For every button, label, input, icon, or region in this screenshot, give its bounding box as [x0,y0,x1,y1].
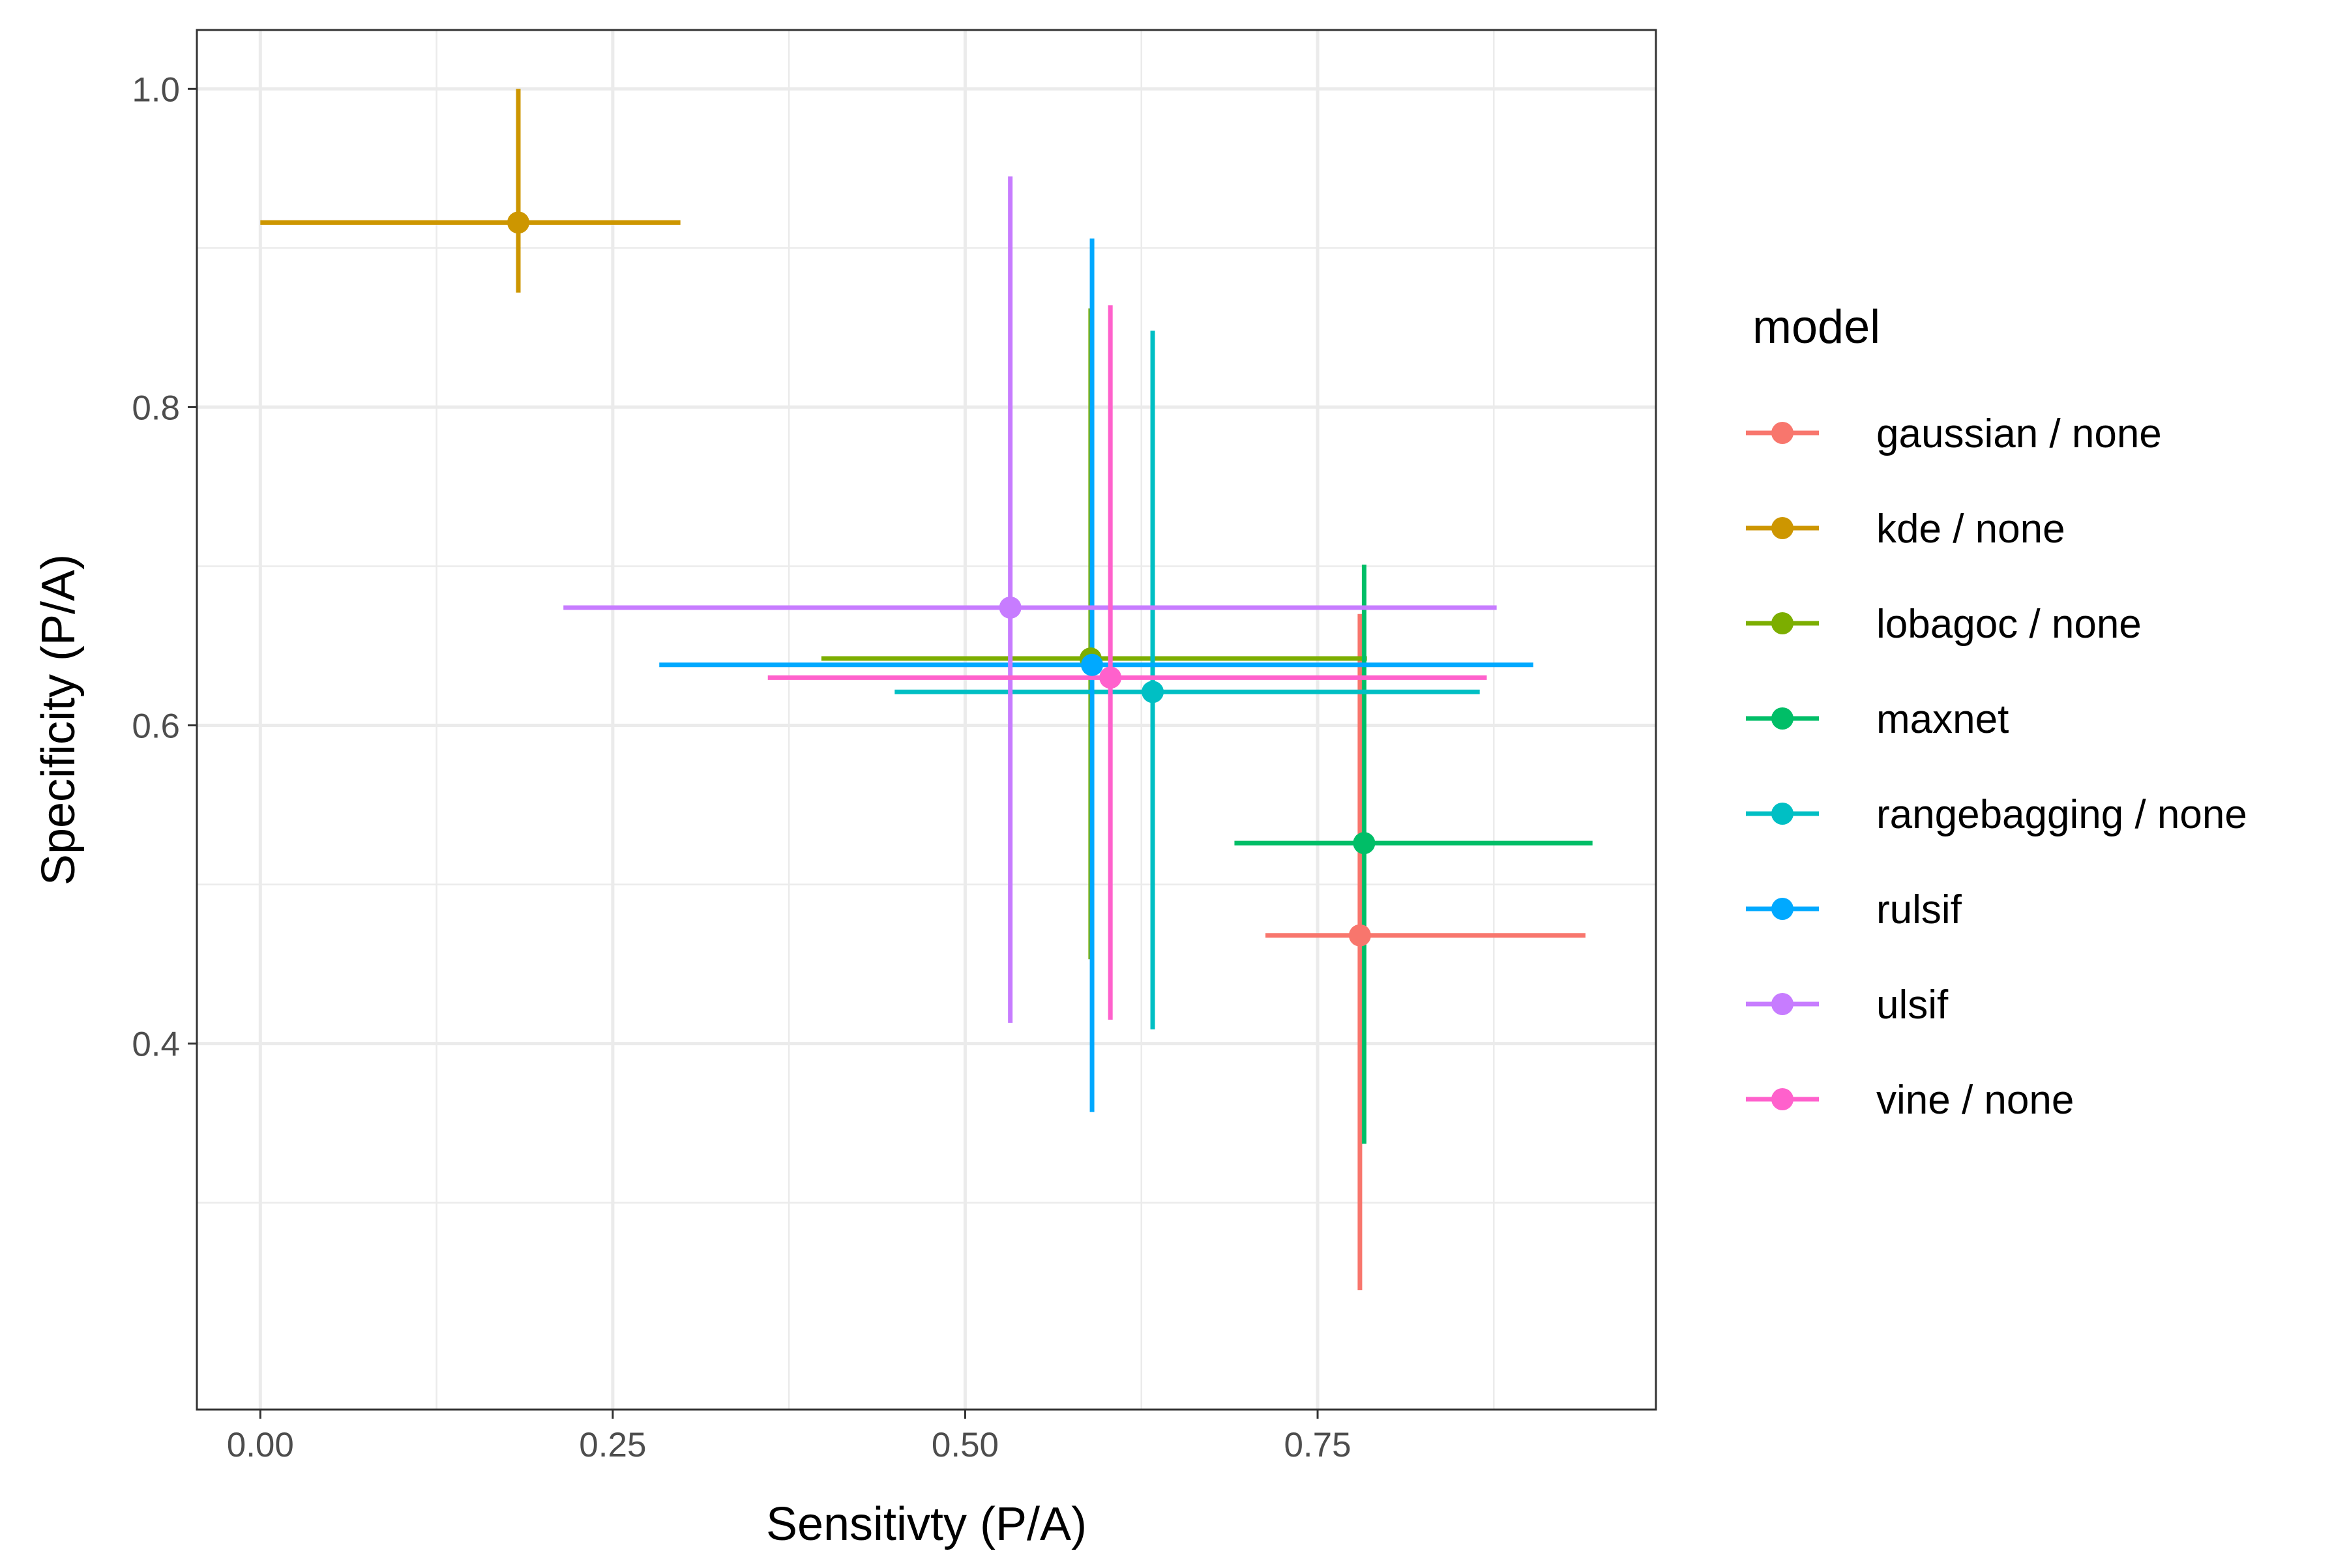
data-point [1099,666,1122,689]
data-point [999,596,1022,619]
y-tick-label: 0.6 [132,707,180,746]
data-points [507,211,1376,947]
data-point [507,211,530,234]
legend-item: gaussian / none [1746,411,2162,456]
y-tick-label: 0.4 [132,1026,180,1064]
legend-key-point [1771,707,1793,730]
legend-item: ulsif [1746,983,1949,1028]
legend-item: kde / none [1746,507,2065,552]
grid-minor [197,30,1656,1410]
data-point [1081,653,1104,676]
x-tick-label: 0.00 [227,1426,294,1464]
x-axis-title: Sensitivty (P/A) [766,1498,1087,1550]
legend-label: rulsif [1876,887,1962,932]
legend-key-point [1771,1088,1793,1110]
legend-key-point [1771,993,1793,1015]
x-tick-label: 0.50 [932,1426,999,1464]
legend-item: rangebagging / none [1746,792,2247,837]
legend-label: kde / none [1876,507,2065,552]
legend-label: maxnet [1876,697,2009,742]
legend-label: rangebagging / none [1876,792,2247,837]
data-point [1348,924,1371,947]
legend-item: maxnet [1746,697,2009,742]
y-axis-title: Specificity (P/A) [33,554,85,885]
y-tick-label: 0.8 [132,389,180,427]
legend-key-point [1771,517,1793,539]
legend-title: model [1752,301,1880,353]
legend: gaussian / none kde / none lobagoc / none m… [1746,411,2247,1123]
plot-panel-background [197,30,1656,1410]
legend-label: lobagoc / none [1876,602,2142,647]
plot-panel-border [196,29,1657,1411]
legend-item: vine / none [1746,1078,2074,1123]
legend-key-point [1771,898,1793,920]
legend-key-point [1771,803,1793,825]
data-point [1353,832,1376,855]
x-tick-label: 0.25 [579,1426,646,1464]
legend-item: rulsif [1746,887,1962,932]
y-axis-ticks: 0.4 0.6 0.8 1.0 [132,70,197,1064]
legend-key-point [1771,422,1793,444]
y-tick-label: 1.0 [132,70,180,109]
legend-label: ulsif [1876,983,1949,1028]
x-axis-ticks: 0.00 0.25 0.50 0.75 [227,1410,1351,1464]
legend-label: gaussian / none [1876,411,2162,456]
legend-key-point [1771,612,1793,634]
grid-major [197,30,1656,1410]
legend-item: lobagoc / none [1746,602,2142,647]
data-point [1142,681,1164,703]
legend-label: vine / none [1876,1078,2074,1123]
x-tick-label: 0.75 [1284,1426,1351,1464]
